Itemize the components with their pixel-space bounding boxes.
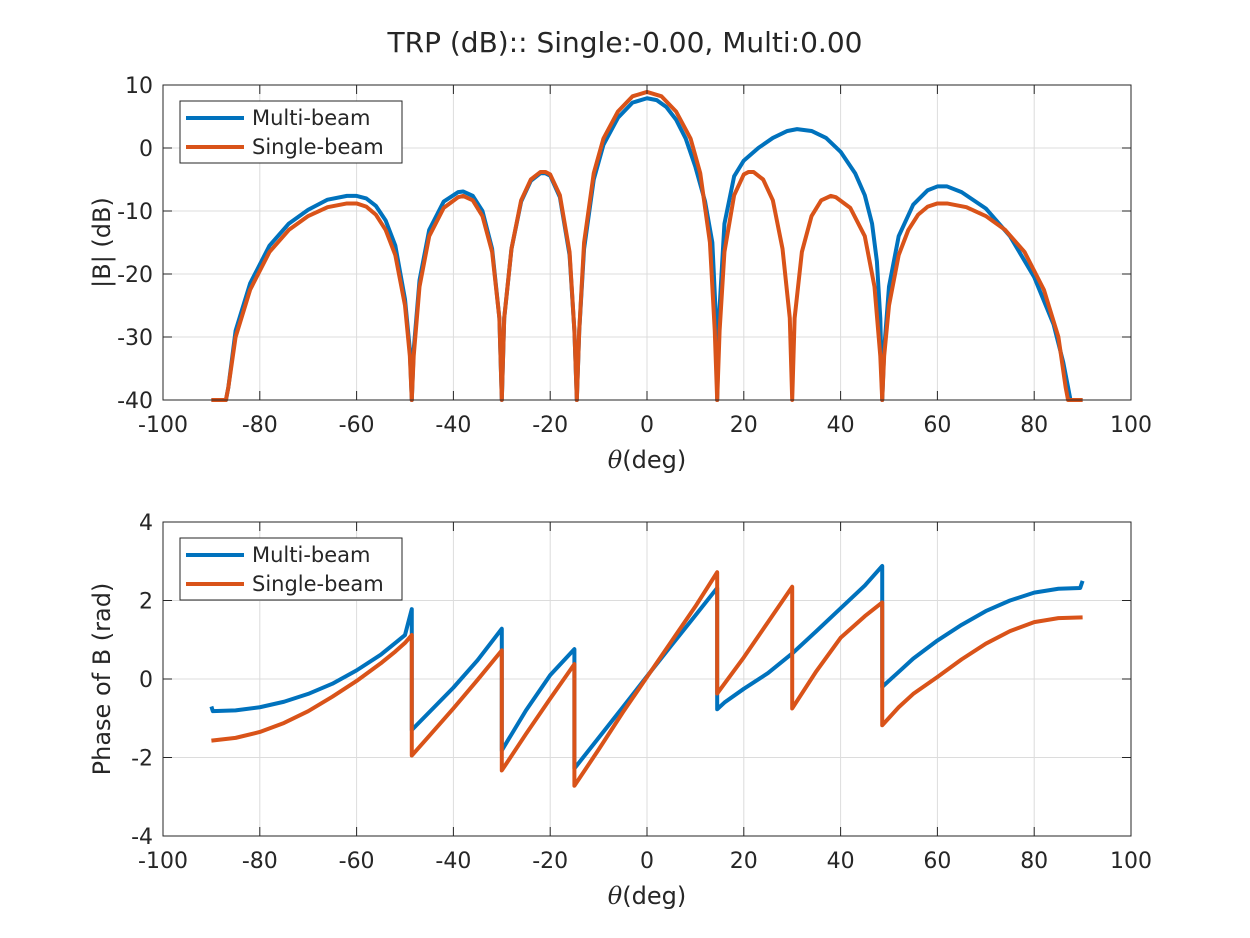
x-tick-label: -100 <box>138 413 188 438</box>
x-tick-label: 60 <box>923 849 951 874</box>
y-tick-label: 0 <box>139 137 153 162</box>
legend-label-single-beam: Single-beam <box>252 135 384 159</box>
x-tick-label: 80 <box>1020 413 1048 438</box>
x-axis-unit: (deg) <box>622 446 686 474</box>
x-tick-label: -20 <box>532 413 568 438</box>
legend: Multi-beam Single-beam <box>179 100 403 164</box>
y-tick-label: 4 <box>139 511 153 536</box>
y-tick-label: -30 <box>117 326 153 351</box>
x-tick-label: 20 <box>730 413 758 438</box>
legend: Multi-beam Single-beam <box>179 537 403 601</box>
x-tick-label: 40 <box>827 413 855 438</box>
x-tick-label: -60 <box>339 413 375 438</box>
y-tick-label: -10 <box>117 200 153 225</box>
legend-box <box>179 537 403 601</box>
x-tick-label: 20 <box>730 849 758 874</box>
x-tick-label: -20 <box>532 849 568 874</box>
x-axis-unit: (deg) <box>622 882 686 910</box>
x-tick-label: 0 <box>640 849 654 874</box>
x-tick-label: 60 <box>923 413 951 438</box>
x-tick-label: -80 <box>242 849 278 874</box>
x-tick-label: 100 <box>1110 413 1152 438</box>
series-line-single-beam <box>211 570 1083 788</box>
y-axis-label: Phase of B (rad) <box>88 583 116 776</box>
phase-plot: -100 -80 -60 -40 -20 0 20 40 60 80 100-4-2024θ(deg… <box>88 511 1152 910</box>
x-axis-label: θ(deg) <box>608 882 686 910</box>
x-tick-label: 40 <box>827 849 855 874</box>
x-axis-symbol: θ <box>608 882 623 910</box>
x-tick-label: 100 <box>1110 849 1152 874</box>
x-axis-label: θ(deg) <box>608 446 686 474</box>
legend-label-multi-beam: Multi-beam <box>252 106 370 130</box>
legend-label-multi-beam: Multi-beam <box>252 543 370 567</box>
y-tick-label: -4 <box>131 825 153 850</box>
figure-title: TRP (dB):: Single:-0.00, Multi:0.00 <box>387 26 863 59</box>
y-tick-label: 0 <box>139 668 153 693</box>
y-tick-label: -20 <box>117 263 153 288</box>
legend-label-single-beam: Single-beam <box>252 572 384 596</box>
x-tick-label: -40 <box>435 413 471 438</box>
y-tick-label: -2 <box>131 747 153 772</box>
x-tick-label: 80 <box>1020 849 1048 874</box>
x-tick-label: -80 <box>242 413 278 438</box>
x-tick-label: -40 <box>435 849 471 874</box>
y-tick-label: -40 <box>117 389 153 414</box>
y-axis-label: |B| (dB) <box>88 197 116 288</box>
y-tick-label: 10 <box>125 74 153 99</box>
magnitude-plot: -100 -80 -60 -40 -20 0 20 40 60 80 100-40-30-20-10… <box>88 74 1152 474</box>
legend-box <box>179 100 403 164</box>
y-tick-label: 2 <box>139 590 153 615</box>
x-tick-label: -60 <box>339 849 375 874</box>
x-axis-symbol: θ <box>608 446 623 474</box>
x-tick-label: -100 <box>138 849 188 874</box>
x-tick-label: 0 <box>640 413 654 438</box>
